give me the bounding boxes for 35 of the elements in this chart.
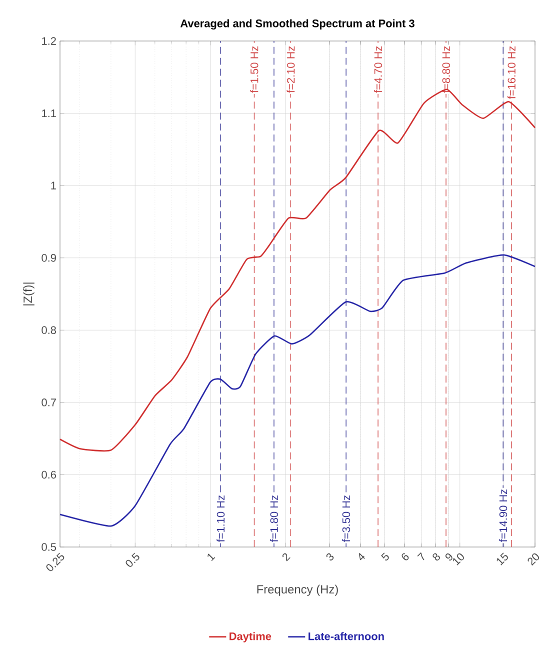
ref-line-label: f=14.90 Hz <box>499 489 508 542</box>
ref-line-label: f=1.50 Hz <box>250 46 258 93</box>
y-tick-label: 0.7 <box>42 398 56 406</box>
x-tick-label: 4 <box>358 552 365 560</box>
x-tick-label: 8 <box>432 553 440 561</box>
x-tick-label: 5 <box>381 552 389 561</box>
ref-line-label: f=8.80 Hz <box>442 46 450 93</box>
y-axis-title: |Z(f)| <box>23 282 34 306</box>
x-tick-label: 0.5 <box>126 552 140 567</box>
ref-line-label: f=1.80 Hz <box>270 496 278 542</box>
x-tick-label: 20 <box>528 553 540 566</box>
y-tick-label: 1 <box>51 182 56 190</box>
x-tick-label: 9 <box>445 553 452 561</box>
ref-line-label: f=1.10 Hz <box>216 496 225 542</box>
x-axis-title: Frequency (Hz) <box>257 584 338 596</box>
x-tick-label: 3 <box>326 553 334 561</box>
y-tick-label: 1.1 <box>42 110 56 118</box>
text: Late-afternoon <box>308 632 384 640</box>
x-tick-label: 10 <box>452 553 464 566</box>
x-tick-label: 2 <box>282 553 290 562</box>
ref-line-label: f=4.70 Hz <box>374 46 382 93</box>
ref-line-label: f=3.50 Hz <box>342 496 350 542</box>
ref-line-label: f=16.10 Hz <box>507 46 516 99</box>
ref-line-label: f=2.10 Hz <box>286 46 295 93</box>
x-tick-label: 7 <box>417 552 424 560</box>
x-tick-label: 1 <box>208 554 216 562</box>
x-tick-label: 6 <box>402 553 409 560</box>
y-tick-label: 0.5 <box>42 543 56 551</box>
y-tick-label: 0.8 <box>42 326 56 334</box>
y-tick-label: 0.6 <box>42 470 56 479</box>
y-tick-label: 0.9 <box>42 254 56 262</box>
y-tick-label: 1.2 <box>42 37 56 45</box>
chart-title: Averaged and Smoothed Spectrum at Point 3 <box>180 19 414 30</box>
text: Daytime <box>230 632 272 642</box>
x-tick-label: 15 <box>496 552 508 566</box>
